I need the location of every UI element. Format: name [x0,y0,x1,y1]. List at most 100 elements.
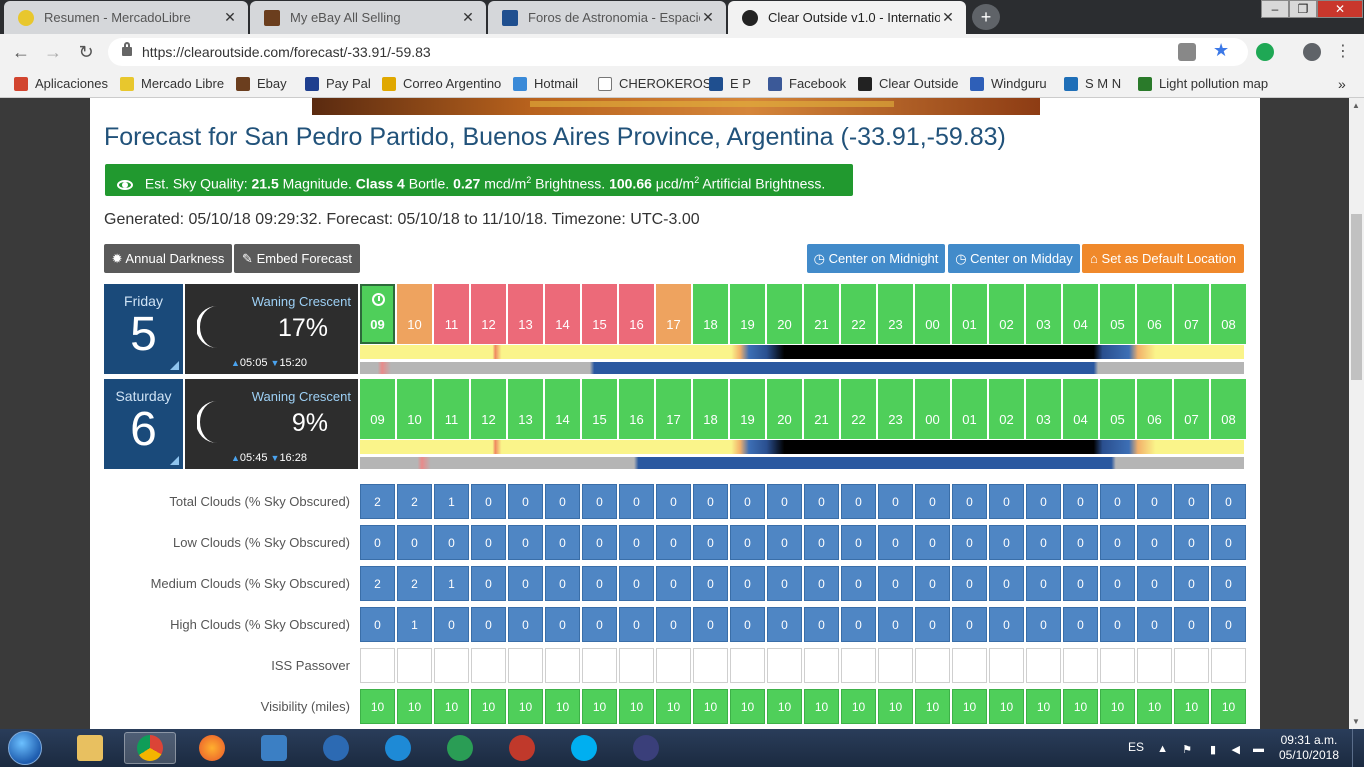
detail-cell[interactable] [767,648,802,683]
embed-forecast-button[interactable]: ✎ Embed Forecast [234,244,360,273]
detail-cell[interactable] [619,648,654,683]
hour-cell[interactable]: 06 [1137,379,1172,439]
detail-cell[interactable]: 0 [1174,566,1209,601]
detail-cell[interactable]: 10 [360,689,395,724]
detail-cell[interactable]: 10 [1100,689,1135,724]
detail-cell[interactable]: 0 [508,484,543,519]
detail-cell[interactable]: 0 [582,566,617,601]
detail-cell[interactable]: 0 [656,484,691,519]
detail-cell[interactable]: 0 [545,484,580,519]
hour-cell[interactable]: 19 [730,284,765,344]
bookmark-windguru[interactable]: Windguru [970,76,1047,91]
detail-cell[interactable]: 0 [767,525,802,560]
url-input[interactable]: https://clearoutside.com/forecast/-33.91… [108,38,1248,66]
stellarium-icon[interactable] [620,732,672,764]
chrome-icon[interactable] [124,732,176,764]
detail-cell[interactable]: 0 [1211,484,1246,519]
detail-cell[interactable]: 0 [1100,566,1135,601]
firefox-icon[interactable] [186,732,238,764]
hour-cell[interactable]: 16 [619,379,654,439]
detail-cell[interactable]: 0 [619,525,654,560]
detail-cell[interactable]: 0 [952,484,987,519]
language-indicator[interactable]: ES [1127,740,1144,754]
detail-cell[interactable]: 0 [1100,484,1135,519]
detail-cell[interactable]: 0 [1026,525,1061,560]
skype-icon[interactable] [558,732,610,764]
detail-cell[interactable]: 0 [952,525,987,560]
detail-cell[interactable]: 0 [619,484,654,519]
detail-cell[interactable]: 0 [767,484,802,519]
detail-cell[interactable]: 2 [360,566,395,601]
detail-cell[interactable]: 0 [989,484,1024,519]
new-tab-button[interactable]: + [972,4,1000,30]
hour-cell[interactable]: 14 [545,284,580,344]
expand-corner-icon[interactable] [170,456,179,465]
detail-cell[interactable]: 0 [915,525,950,560]
hour-cell[interactable]: 15 [582,379,617,439]
menu-icon[interactable]: ⋮ [1335,43,1351,60]
detail-cell[interactable]: 0 [915,607,950,642]
detail-cell[interactable]: 0 [656,607,691,642]
close-icon[interactable]: ✕ [224,9,236,25]
hour-cell[interactable]: 00 [915,284,950,344]
detail-cell[interactable]: 0 [693,484,728,519]
detail-cell[interactable]: 0 [915,566,950,601]
detail-cell[interactable]: 0 [1211,525,1246,560]
close-icon[interactable]: ✕ [942,9,954,25]
detail-cell[interactable] [582,648,617,683]
hour-cell[interactable]: 13 [508,379,543,439]
detail-cell[interactable]: 2 [397,484,432,519]
detail-cell[interactable]: 1 [434,566,469,601]
detail-cell[interactable]: 0 [434,607,469,642]
hour-cell[interactable]: 11 [434,379,469,439]
detail-cell[interactable]: 0 [471,484,506,519]
detail-cell[interactable] [989,648,1024,683]
bookmark-mercadolibre[interactable]: Mercado Libre [120,76,224,91]
detail-cell[interactable]: 10 [545,689,580,724]
hour-cell[interactable]: 16 [619,284,654,344]
detail-cell[interactable]: 10 [952,689,987,724]
hour-cell[interactable]: 23 [878,379,913,439]
detail-cell[interactable]: 0 [360,607,395,642]
explorer-icon[interactable] [64,732,116,764]
detail-cell[interactable]: 0 [841,607,876,642]
hour-cell[interactable]: 10 [397,284,432,344]
detail-cell[interactable] [434,648,469,683]
hour-cell[interactable]: 18 [693,284,728,344]
detail-cell[interactable]: 0 [1026,484,1061,519]
hour-cell[interactable]: 15 [582,284,617,344]
detail-cell[interactable]: 0 [804,525,839,560]
detail-cell[interactable]: 1 [397,607,432,642]
system-clock[interactable]: 09:31 a.m. 05/10/2018 [1279,733,1339,763]
detail-cell[interactable]: 10 [582,689,617,724]
hour-cell[interactable]: 00 [915,379,950,439]
profile-icon[interactable] [1303,43,1321,61]
tab-clearoutside[interactable]: Clear Outside v1.0 - Internationa ✕ [728,1,966,34]
detail-cell[interactable]: 0 [878,484,913,519]
detail-cell[interactable]: 0 [1137,525,1172,560]
hour-cell[interactable]: 04 [1063,284,1098,344]
detail-cell[interactable]: 2 [397,566,432,601]
hour-cell[interactable]: 05 [1100,284,1135,344]
hour-cell[interactable]: 12 [471,379,506,439]
bookmark-smn[interactable]: S M N [1064,76,1121,91]
reload-button[interactable]: ↻ [78,42,94,62]
detail-cell[interactable]: 0 [582,484,617,519]
scrollbar-thumb[interactable] [1351,214,1362,380]
detail-cell[interactable] [545,648,580,683]
ad-banner[interactable] [312,98,1040,115]
close-icon[interactable]: ✕ [462,9,474,25]
hour-cell[interactable]: 01 [952,284,987,344]
minimize-button[interactable]: – [1261,0,1289,18]
security-app-icon[interactable] [248,732,300,764]
hour-cell[interactable]: 09 [360,379,395,439]
detail-cell[interactable]: 0 [989,607,1024,642]
bookmark-ebay[interactable]: Ebay [236,76,287,91]
detail-cell[interactable]: 0 [1137,566,1172,601]
flag-icon[interactable]: ⚑ [1182,744,1192,756]
detail-cell[interactable]: 0 [878,566,913,601]
detail-cell[interactable] [693,648,728,683]
detail-cell[interactable] [397,648,432,683]
detail-cell[interactable]: 0 [767,566,802,601]
hour-cell[interactable]: 02 [989,284,1024,344]
